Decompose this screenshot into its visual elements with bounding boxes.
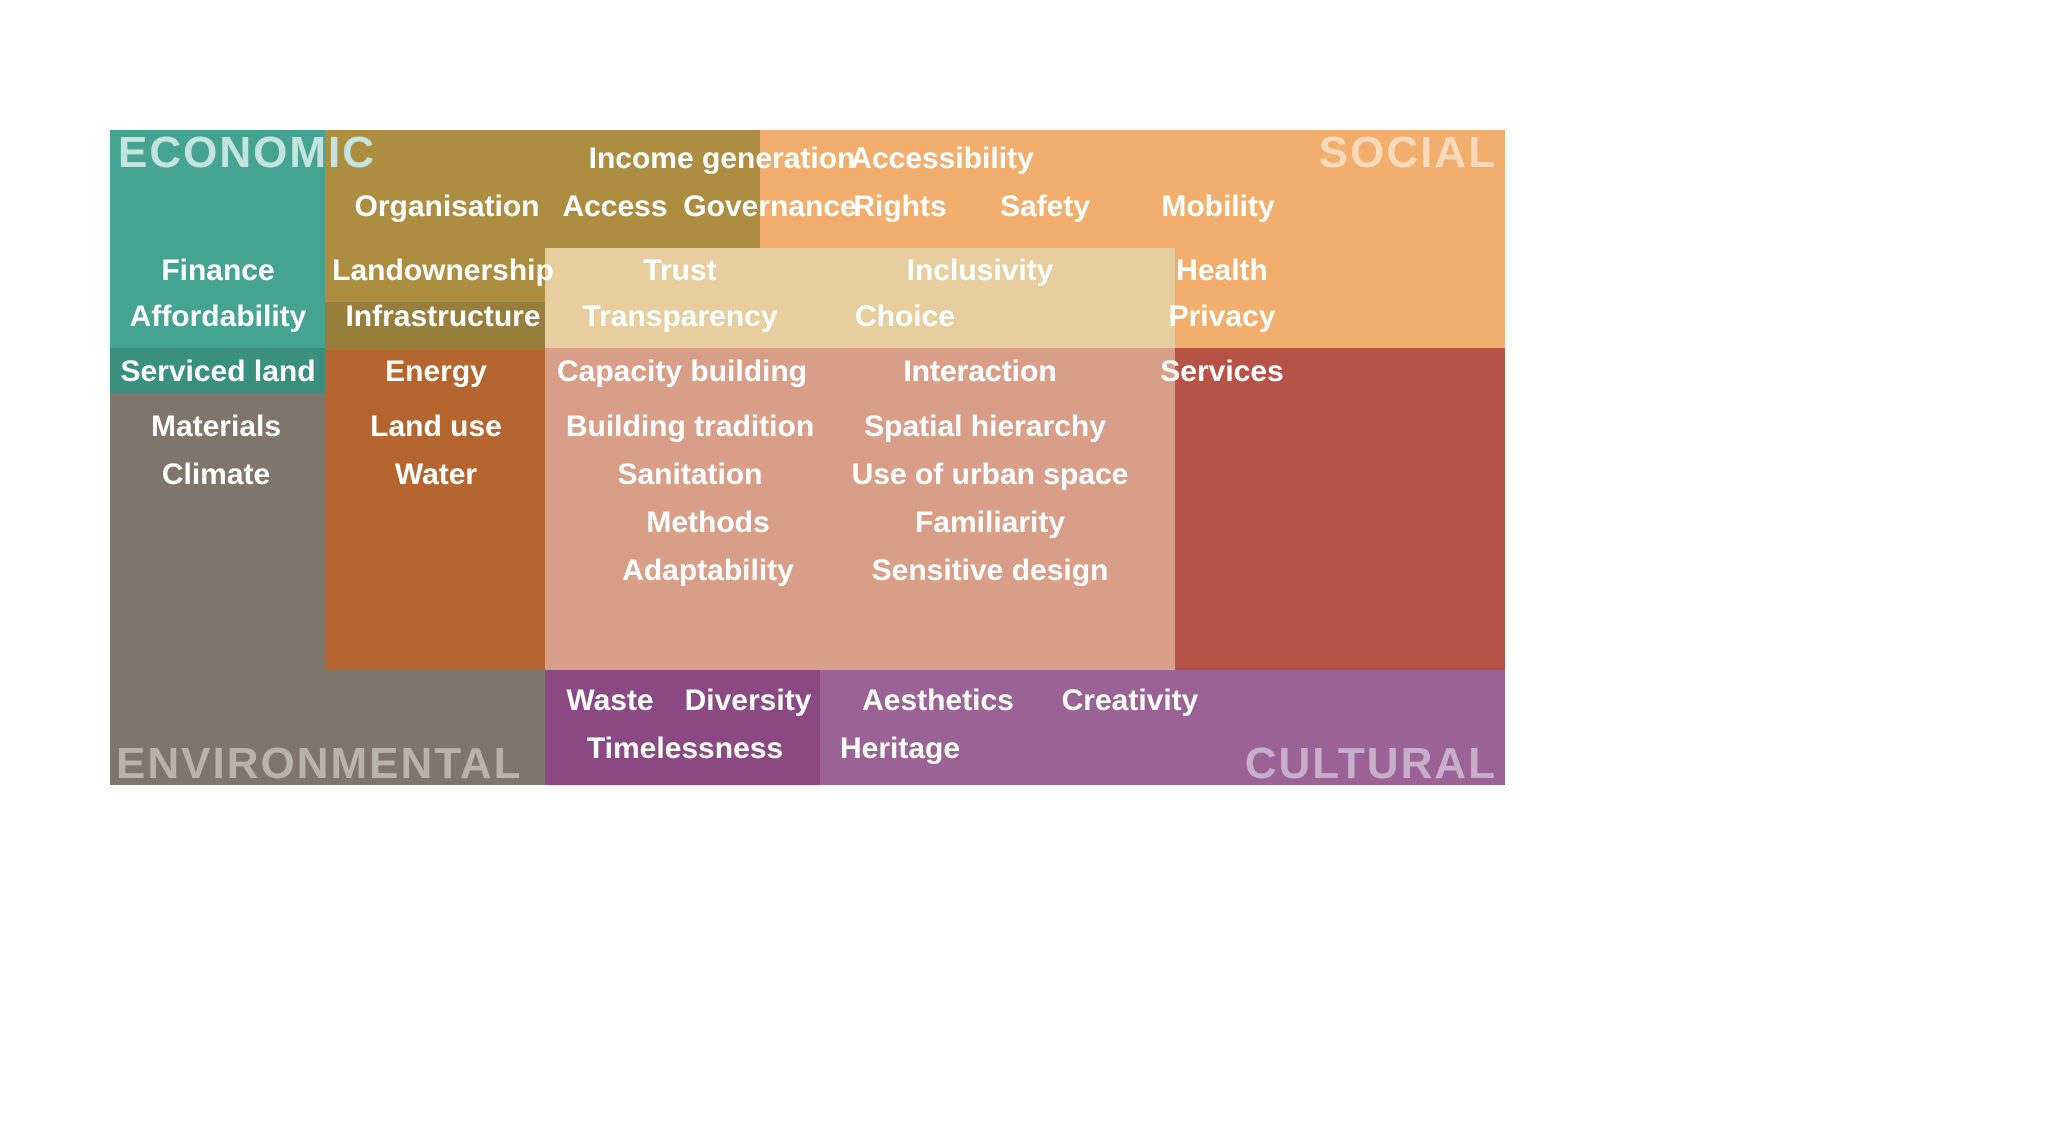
term-services: Services [1160,355,1283,389]
term-transparency: Transparency [582,300,777,334]
term-climate: Climate [162,458,270,492]
term-health: Health [1176,254,1268,288]
term-accessibility: Accessibility [850,142,1033,176]
term-choice: Choice [855,300,955,334]
term-adaptability: Adaptability [622,554,794,588]
term-spatial-hierarchy: Spatial hierarchy [864,410,1106,444]
term-governance: Governance [683,190,856,224]
environmental-label: ENVIRONMENTAL [116,739,523,789]
term-landownership: Landownership [332,254,554,288]
term-familiarity: Familiarity [915,506,1065,540]
term-interaction: Interaction [903,355,1056,389]
term-sanitation: Sanitation [617,458,762,492]
canvas: ECONOMIC SOCIAL ENVIRONMENTAL CULTURAL Incom… [0,0,2048,1126]
term-trust: Trust [643,254,716,288]
term-building-tradition: Building tradition [566,410,814,444]
term-rights: Rights [853,190,946,224]
services-strip [1175,348,1505,670]
term-water: Water [395,458,477,492]
term-infrastructure: Infrastructure [345,300,540,334]
term-finance: Finance [161,254,274,288]
term-income-generation: Income generation [589,142,856,176]
term-waste: Waste [566,684,653,718]
term-land-use: Land use [370,410,502,444]
social-label: SOCIAL [1319,128,1497,178]
term-safety: Safety [1000,190,1090,224]
term-serviced-land: Serviced land [120,355,315,389]
term-affordability: Affordability [130,300,307,334]
sustainability-diagram: ECONOMICSOCIALENVIRONMENTALCULTURALIncom… [110,130,1505,785]
term-aesthetics: Aesthetics [862,684,1014,718]
term-energy: Energy [385,355,487,389]
term-diversity: Diversity [685,684,812,718]
term-materials: Materials [151,410,281,444]
term-organisation: Organisation [354,190,539,224]
term-methods: Methods [646,506,769,540]
term-creativity: Creativity [1062,684,1199,718]
term-privacy: Privacy [1169,300,1276,334]
env-econ-overlap [325,348,545,670]
economic-label: ECONOMIC [118,128,376,178]
term-use-of-urban-space: Use of urban space [852,458,1129,492]
term-capacity-building: Capacity building [557,355,807,389]
term-access: Access [562,190,667,224]
term-sensitive-design: Sensitive design [872,554,1109,588]
term-heritage: Heritage [840,732,960,766]
center-lower [545,348,1175,670]
term-timelessness: Timelessness [587,732,783,766]
cultural-label: CULTURAL [1245,739,1497,789]
term-inclusivity: Inclusivity [907,254,1054,288]
term-mobility: Mobility [1161,190,1274,224]
